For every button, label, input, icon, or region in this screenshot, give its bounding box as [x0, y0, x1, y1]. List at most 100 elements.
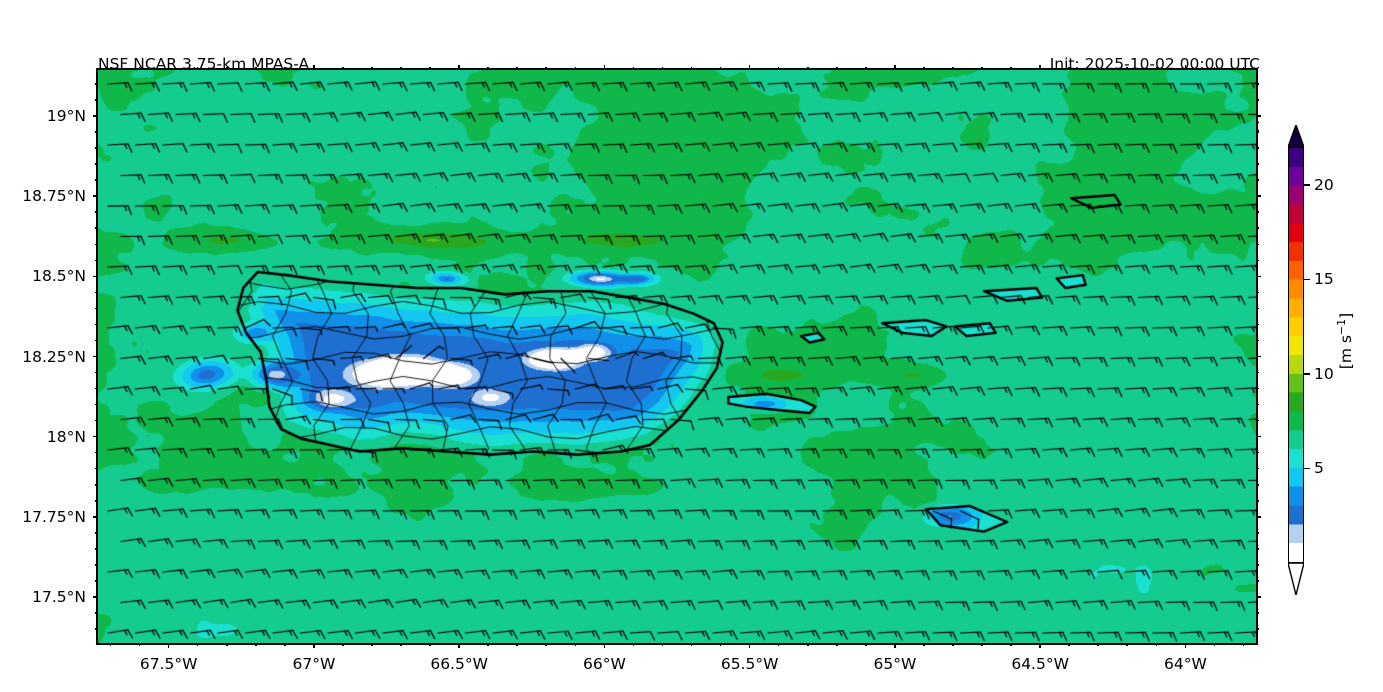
- y-axis-minor-tick: [95, 451, 98, 454]
- x-axis-minor-tick: [690, 643, 693, 646]
- x-axis-tick: [167, 643, 170, 648]
- y-axis-minor-tick-right: [1256, 483, 1259, 486]
- y-axis-minor-tick: [95, 387, 98, 390]
- colorbar-extend-under-arrow: [1288, 563, 1304, 595]
- x-axis-label: 65.5°W: [720, 655, 779, 673]
- y-axis-minor-tick: [95, 227, 98, 230]
- y-axis-minor-tick-right: [1256, 580, 1259, 582]
- y-axis-tick-right: [1256, 435, 1261, 438]
- x-axis-minor-tick: [835, 643, 838, 646]
- y-axis-tick: [93, 275, 98, 278]
- x-axis-minor-tick-top: [806, 67, 809, 70]
- y-axis-minor-tick: [95, 243, 98, 246]
- y-axis-tick: [93, 355, 98, 358]
- map-plot-area[interactable]: [96, 68, 1258, 645]
- x-axis-minor-tick-top: [371, 67, 373, 70]
- y-axis-tick: [93, 596, 98, 598]
- x-axis-minor-tick: [1213, 643, 1216, 646]
- coastline-layer: [98, 70, 1256, 643]
- colorbar-tick: [1304, 184, 1310, 186]
- y-axis-minor-tick: [95, 612, 98, 614]
- x-axis-label: 67.5°W: [139, 655, 198, 673]
- x-axis-tick: [1039, 643, 1041, 648]
- colorbar-tick-label: 20: [1314, 175, 1334, 194]
- y-axis-label: 19°N: [46, 107, 86, 126]
- x-axis-tick-top: [458, 65, 460, 70]
- colorbar[interactable]: [1288, 125, 1304, 595]
- y-axis-minor-tick-right: [1256, 83, 1259, 85]
- x-axis-minor-tick: [981, 643, 983, 646]
- y-axis-minor-tick: [95, 371, 98, 374]
- x-axis-minor-tick-top: [719, 67, 722, 70]
- colorbar-tick-label: 5: [1314, 459, 1324, 478]
- x-axis-minor-tick-top: [429, 67, 431, 70]
- y-axis-label: 18.75°N: [22, 187, 86, 206]
- x-axis-label: 66.5°W: [430, 655, 488, 673]
- y-axis-minor-tick-right: [1256, 371, 1259, 374]
- x-axis-minor-tick: [865, 643, 867, 646]
- y-axis-tick: [93, 435, 98, 438]
- y-axis-minor-tick-right: [1256, 227, 1259, 230]
- x-axis-minor-tick: [196, 643, 199, 646]
- y-axis-minor-tick: [95, 628, 98, 630]
- x-axis-minor-tick-top: [487, 67, 489, 70]
- y-axis-minor-tick: [95, 323, 98, 326]
- x-axis-minor-tick-top: [574, 67, 577, 70]
- x-axis-minor-tick-top: [342, 67, 344, 70]
- y-axis-minor-tick-right: [1256, 548, 1259, 550]
- x-axis-minor-tick-top: [690, 67, 693, 70]
- x-axis-minor-tick: [1242, 643, 1245, 646]
- x-axis-minor-tick-top: [981, 67, 983, 70]
- y-axis-minor-tick-right: [1256, 291, 1259, 294]
- y-axis-minor-tick-right: [1256, 243, 1259, 246]
- y-axis-minor-tick: [95, 499, 98, 502]
- x-axis-minor-tick: [284, 643, 286, 646]
- x-axis-minor-tick: [661, 643, 664, 646]
- x-axis-label: 65°W: [873, 655, 917, 673]
- colorbar-tick: [1304, 373, 1310, 375]
- x-axis-minor-tick-top: [196, 67, 199, 70]
- y-axis-minor-tick-right: [1256, 403, 1259, 406]
- x-axis-minor-tick-top: [545, 67, 548, 70]
- x-axis-minor-tick-top: [777, 67, 780, 70]
- x-axis-tick-top: [167, 65, 170, 70]
- y-axis-minor-tick: [95, 147, 98, 149]
- y-axis-minor-tick-right: [1256, 339, 1259, 342]
- y-axis-minor-tick-right: [1256, 131, 1259, 133]
- x-axis-minor-tick-top: [952, 67, 954, 70]
- x-axis-minor-tick: [632, 643, 635, 646]
- x-axis-minor-tick: [1010, 643, 1012, 646]
- x-axis-minor-tick-top: [661, 67, 664, 70]
- x-axis-minor-tick-top: [1155, 67, 1158, 70]
- x-axis-tick-top: [894, 65, 896, 70]
- colorbar-gradient: [1288, 147, 1304, 563]
- x-axis-tick: [313, 643, 315, 648]
- x-axis-minor-tick: [342, 643, 344, 646]
- y-axis-minor-tick: [95, 307, 98, 310]
- x-axis-minor-tick: [254, 643, 257, 646]
- colorbar-tick: [1304, 278, 1310, 281]
- x-axis-minor-tick: [545, 643, 548, 646]
- x-axis-minor-tick: [719, 643, 722, 646]
- y-axis-minor-tick-right: [1256, 179, 1259, 181]
- y-axis-minor-tick: [95, 291, 98, 294]
- y-axis-minor-tick: [95, 419, 98, 422]
- y-axis-minor-tick: [95, 131, 98, 133]
- x-axis-minor-tick-top: [835, 67, 838, 70]
- y-axis-tick-right: [1256, 195, 1261, 198]
- y-axis-tick-right: [1256, 275, 1261, 278]
- y-axis-minor-tick-right: [1256, 323, 1259, 326]
- y-axis-minor-tick: [95, 339, 98, 342]
- y-axis-minor-tick-right: [1256, 467, 1259, 470]
- y-axis-minor-tick: [95, 548, 98, 550]
- x-axis-label: 64.5°W: [1011, 655, 1069, 673]
- y-axis-minor-tick: [95, 211, 98, 214]
- y-axis-minor-tick-right: [1256, 163, 1259, 165]
- y-axis-tick-right: [1256, 515, 1261, 518]
- x-axis-minor-tick: [109, 643, 112, 646]
- y-axis-tick-right: [1256, 355, 1261, 358]
- y-axis-minor-tick-right: [1256, 612, 1259, 614]
- x-axis-minor-tick-top: [1242, 67, 1245, 70]
- y-axis-tick: [93, 515, 98, 518]
- x-axis-minor-tick: [806, 643, 809, 646]
